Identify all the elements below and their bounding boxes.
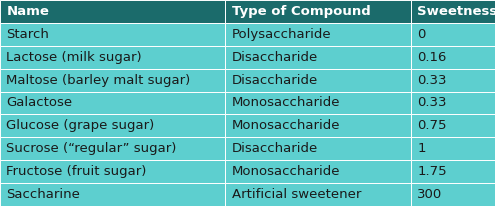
Bar xyxy=(411,183,495,206)
Text: Galactose: Galactose xyxy=(6,96,73,110)
Bar xyxy=(225,91,411,115)
Bar xyxy=(225,115,411,137)
Text: Disaccharide: Disaccharide xyxy=(232,142,318,155)
Bar xyxy=(225,0,411,23)
Text: Fructose (fruit sugar): Fructose (fruit sugar) xyxy=(6,165,147,178)
Text: Monosaccharide: Monosaccharide xyxy=(232,96,340,110)
Bar xyxy=(0,160,225,183)
Bar xyxy=(0,115,225,137)
Bar xyxy=(225,69,411,91)
Text: Maltose (barley malt sugar): Maltose (barley malt sugar) xyxy=(6,74,191,87)
Bar xyxy=(0,0,225,23)
Bar xyxy=(225,46,411,69)
Text: 0.75: 0.75 xyxy=(417,119,447,132)
Text: Sweetness: Sweetness xyxy=(417,5,495,18)
Bar xyxy=(225,137,411,160)
Bar xyxy=(411,160,495,183)
Text: Sucrose (“regular” sugar): Sucrose (“regular” sugar) xyxy=(6,142,177,155)
Bar xyxy=(411,115,495,137)
Bar xyxy=(0,137,225,160)
Bar xyxy=(411,137,495,160)
Bar xyxy=(411,69,495,91)
Text: Glucose (grape sugar): Glucose (grape sugar) xyxy=(6,119,154,132)
Text: Artificial sweetener: Artificial sweetener xyxy=(232,188,361,201)
Bar xyxy=(0,46,225,69)
Text: Type of Compound: Type of Compound xyxy=(232,5,370,18)
Bar xyxy=(411,0,495,23)
Text: Polysaccharide: Polysaccharide xyxy=(232,28,331,41)
Text: Disaccharide: Disaccharide xyxy=(232,74,318,87)
Text: Disaccharide: Disaccharide xyxy=(232,51,318,64)
Text: Lactose (milk sugar): Lactose (milk sugar) xyxy=(6,51,142,64)
Bar xyxy=(225,160,411,183)
Bar xyxy=(0,91,225,115)
Text: 0.16: 0.16 xyxy=(417,51,446,64)
Text: 300: 300 xyxy=(417,188,443,201)
Text: Monosaccharide: Monosaccharide xyxy=(232,165,340,178)
Bar xyxy=(0,69,225,91)
Bar xyxy=(0,183,225,206)
Text: 0.33: 0.33 xyxy=(417,96,447,110)
Bar xyxy=(411,23,495,46)
Text: 1.75: 1.75 xyxy=(417,165,447,178)
Bar xyxy=(411,91,495,115)
Bar xyxy=(225,23,411,46)
Bar xyxy=(411,46,495,69)
Bar xyxy=(0,23,225,46)
Text: 0.33: 0.33 xyxy=(417,74,447,87)
Text: Name: Name xyxy=(6,5,50,18)
Bar xyxy=(225,183,411,206)
Text: 1: 1 xyxy=(417,142,426,155)
Text: Monosaccharide: Monosaccharide xyxy=(232,119,340,132)
Text: 0: 0 xyxy=(417,28,426,41)
Text: Saccharine: Saccharine xyxy=(6,188,80,201)
Text: Starch: Starch xyxy=(6,28,50,41)
